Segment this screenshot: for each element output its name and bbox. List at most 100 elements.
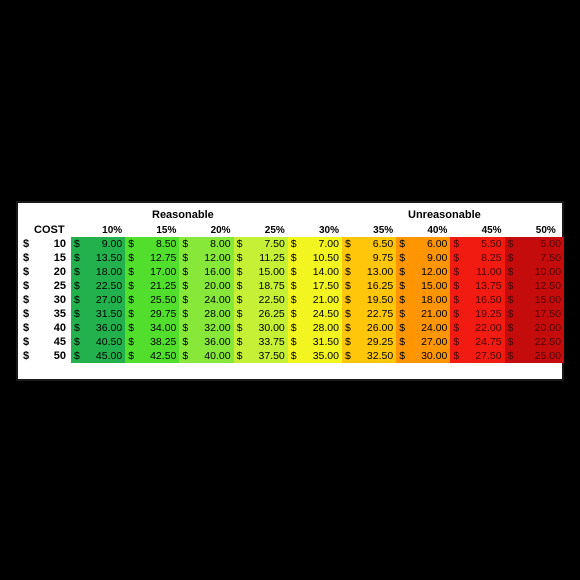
- cell-currency: $: [290, 252, 297, 264]
- cell-value: 11.25: [259, 252, 285, 264]
- cell-currency: $: [290, 308, 297, 320]
- cell-value: 20.00: [204, 280, 231, 292]
- cell-currency: $: [345, 350, 351, 362]
- cell-value: 21.00: [312, 294, 339, 306]
- table-cell: $22.50: [71, 279, 126, 293]
- percent-header-15: 15%: [156, 225, 177, 236]
- cell-value: 40.00: [204, 350, 231, 362]
- cell-currency: $: [345, 266, 351, 278]
- cell-value: 30.00: [258, 322, 285, 334]
- cell-value: 22.50: [534, 336, 561, 348]
- cost-currency: $: [23, 238, 30, 250]
- cell-value: 40.50: [95, 336, 123, 348]
- cell-currency: $: [507, 308, 514, 320]
- cell-value: 22.75: [366, 308, 394, 320]
- cell-currency: $: [345, 294, 351, 306]
- cell-currency: $: [236, 252, 243, 264]
- cell-currency: $: [399, 336, 406, 348]
- cell-value: 22.00: [475, 322, 502, 334]
- table-cell: $18.00: [71, 265, 126, 279]
- cell-currency: $: [182, 252, 189, 264]
- cell-value: 24.00: [204, 294, 231, 306]
- table-cell: $15.00: [396, 279, 451, 293]
- cell-value: 38.25: [150, 336, 177, 348]
- table-cell: $7.50: [504, 251, 564, 265]
- cell-value: 14.00: [312, 266, 339, 278]
- cell-value: 30.00: [421, 350, 448, 362]
- cell-currency: $: [345, 336, 351, 348]
- cell-value: 9.75: [372, 252, 394, 264]
- cell-currency: $: [507, 280, 514, 292]
- cell-value: 12.50: [534, 280, 561, 292]
- cell-value: 16.25: [366, 280, 394, 292]
- cell-value: 34.00: [150, 322, 177, 334]
- cell-currency: $: [290, 336, 297, 348]
- cell-currency: $: [399, 252, 406, 264]
- cell-value: 11.00: [476, 266, 502, 278]
- cost-value: 10: [53, 238, 66, 250]
- cell-value: 24.75: [475, 336, 502, 348]
- cell-currency: $: [236, 294, 243, 306]
- table-row: $35 $31.50 $29.75 $28.00 $26.25 $24.50 $22.75 $…: [18, 307, 564, 321]
- cell-value: 7.00: [318, 238, 339, 250]
- table-cell: $12.50: [504, 279, 564, 293]
- cell-currency: $: [507, 294, 514, 306]
- table-cell: $16.00: [179, 265, 234, 279]
- table-cell: $16.50: [450, 293, 505, 307]
- cell-currency: $: [236, 308, 243, 320]
- cell-currency: $: [236, 238, 243, 250]
- table-cell: $24.50: [287, 307, 342, 321]
- cost-value: 35: [53, 308, 66, 320]
- table-cell: $22.50: [504, 335, 564, 349]
- table-cell: $18.00: [396, 293, 451, 307]
- cell-currency: $: [399, 266, 406, 278]
- cell-currency: $: [399, 350, 406, 362]
- cell-currency: $: [453, 252, 460, 264]
- cell-value: 27.00: [421, 336, 448, 348]
- table-cell: $5.00: [504, 237, 564, 251]
- table-cell: $29.25: [342, 335, 397, 349]
- table-cell: $30.00: [233, 321, 288, 335]
- table-cell: $32.00: [179, 321, 234, 335]
- cell-value: 10.50: [312, 252, 339, 264]
- cell-currency: $: [453, 238, 460, 250]
- table-cell: $22.00: [450, 321, 505, 335]
- cell-currency: $: [453, 308, 460, 320]
- cell-value: 5.00: [540, 238, 561, 250]
- cell-currency: $: [74, 266, 80, 278]
- table-row: $50 $45.00 $42.50 $40.00 $37.50 $35.00 $32.50 $…: [18, 349, 564, 363]
- cell-currency: $: [182, 238, 189, 250]
- cell-value: 18.75: [258, 280, 285, 292]
- table-cell: $13.50: [71, 251, 126, 265]
- cell-currency: $: [345, 308, 351, 320]
- cell-currency: $: [345, 322, 351, 334]
- cell-currency: $: [290, 294, 297, 306]
- cost-header: COST: [34, 224, 65, 236]
- cost-currency: $: [23, 322, 30, 334]
- cost-currency: $: [23, 308, 30, 320]
- cell-currency: $: [182, 308, 189, 320]
- cell-value: 16.50: [475, 294, 502, 306]
- table-cell: $9.00: [396, 251, 451, 265]
- table-cell: $45.00: [71, 349, 126, 363]
- table-cell: $42.50: [125, 349, 180, 363]
- cell-value: 12.00: [204, 252, 231, 264]
- table-cell: $35.00: [287, 349, 342, 363]
- cell-value: 15.00: [534, 294, 561, 306]
- cell-value: 27.50: [475, 350, 502, 362]
- cell-value: 13.75: [475, 280, 502, 292]
- table-cell: $37.50: [233, 349, 288, 363]
- table-cell: $36.00: [179, 335, 234, 349]
- cell-currency: $: [74, 238, 80, 250]
- cell-currency: $: [453, 266, 460, 278]
- cell-currency: $: [182, 322, 189, 334]
- cell-value: 13.00: [366, 266, 394, 278]
- cell-value: 17.50: [534, 308, 561, 320]
- cell-currency: $: [236, 322, 243, 334]
- table-cell: $27.00: [71, 293, 126, 307]
- cell-currency: $: [507, 266, 514, 278]
- cell-currency: $: [236, 336, 243, 348]
- table-cell: $8.50: [125, 237, 180, 251]
- table-cell: $34.00: [125, 321, 180, 335]
- table-cell: $38.25: [125, 335, 180, 349]
